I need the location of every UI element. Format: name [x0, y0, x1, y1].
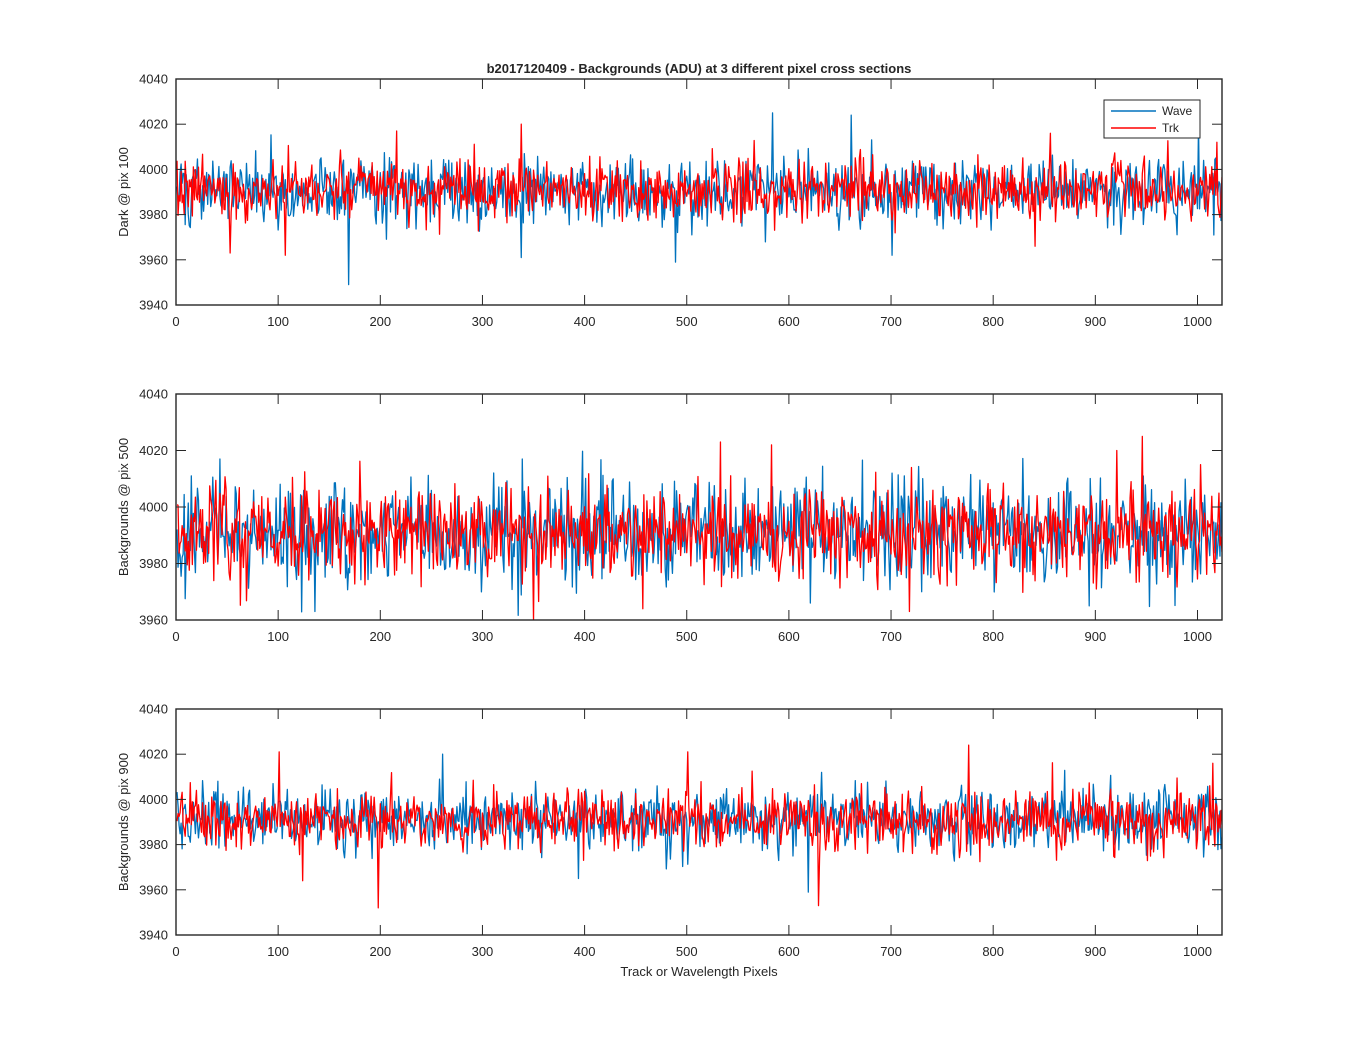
- x-tick-label: 100: [267, 944, 289, 959]
- y-tick-label: 4040: [139, 72, 168, 87]
- subplot-3-plot-area: 0 100 200 300 400 500 600 700 800 900 1000 3940 3960…: [139, 702, 1223, 959]
- x-tick-label: 900: [1084, 944, 1106, 959]
- x-tick-label: 500: [676, 314, 698, 329]
- x-tick-label: 1000: [1183, 944, 1212, 959]
- y-tick-label: 3960: [139, 613, 168, 628]
- y-tick-label: 4000: [139, 162, 168, 177]
- x-tick-label: 300: [472, 944, 494, 959]
- y-tick-label: 3980: [139, 556, 168, 571]
- x-tick-label: 200: [369, 314, 391, 329]
- legend-box: [1103, 99, 1201, 139]
- subplot-1-ylabel: Dark @ pix 100: [116, 147, 131, 237]
- x-tick-label: 0: [172, 629, 179, 644]
- axes-box-1: [175, 78, 1223, 306]
- y-tick-label: 4040: [139, 387, 168, 402]
- x-tick-label: 400: [574, 314, 596, 329]
- y-tick-label: 4040: [139, 702, 168, 717]
- x-tick-label: 700: [880, 944, 902, 959]
- x-tick-label: 600: [778, 629, 800, 644]
- x-tick-label: 300: [472, 314, 494, 329]
- subplot-3-xlabel: Track or Wavelength Pixels: [620, 964, 778, 979]
- x-tick-label: 500: [676, 944, 698, 959]
- y-tick-label: 4020: [139, 117, 168, 132]
- x-tick-label: 800: [982, 944, 1004, 959]
- subplot-3-ylabel: Backgrounds @ pix 900: [116, 753, 131, 891]
- legend-trk-label: Trk: [1162, 121, 1180, 135]
- y-tick-label: 3940: [139, 928, 168, 943]
- x-tick-label: 100: [267, 629, 289, 644]
- x-tick-label: 200: [369, 944, 391, 959]
- x-tick-label: 1000: [1183, 629, 1212, 644]
- subplot-3: Backgrounds @ pix 900 0 100 200 300 400 500 60…: [116, 702, 1223, 979]
- x-tick-label: 200: [369, 629, 391, 644]
- x-tick-label: 700: [880, 314, 902, 329]
- y-tick-label: 4020: [139, 747, 168, 762]
- x-tick-label: 900: [1084, 314, 1106, 329]
- x-tick-label: 800: [982, 314, 1004, 329]
- x-tick-label: 900: [1084, 629, 1106, 644]
- series-line-wave-1: [176, 112, 1222, 286]
- legend-wave-label: Wave: [1162, 104, 1193, 118]
- subplot-2-ylabel: Backgrounds @ pix 500: [116, 438, 131, 576]
- y-tick-label: 4020: [139, 443, 168, 458]
- x-tick-label: 1000: [1183, 314, 1212, 329]
- x-tick-label: 800: [982, 629, 1004, 644]
- subplot-1: Dark @ pix 100 0 100 200 300 400 500 600 700 800…: [116, 72, 1223, 329]
- series-line-trk-2: [176, 435, 1222, 620]
- x-tick-label: 300: [472, 629, 494, 644]
- subplot-2-plot-area: 0 100 200 300 400 500 600 700 800 900 1000 3960 3980…: [139, 387, 1223, 644]
- y-tick-label: 3940: [139, 298, 168, 313]
- x-tick-label: 400: [574, 629, 596, 644]
- subplot-1-plot-area: 0 100 200 300 400 500 600 700 800 900 1000 3940 3960…: [139, 72, 1223, 329]
- x-tick-label: 400: [574, 944, 596, 959]
- y-tick-label: 4000: [139, 792, 168, 807]
- x-tick-label: 500: [676, 629, 698, 644]
- y-tick-label: 4000: [139, 500, 168, 515]
- x-tick-label: 0: [172, 944, 179, 959]
- axes-box-3: [175, 708, 1223, 936]
- x-tick-label: 100: [267, 314, 289, 329]
- figure-title: b2017120409 - Backgrounds (ADU) at 3 dif…: [487, 61, 912, 76]
- y-tick-label: 3960: [139, 252, 168, 267]
- x-tick-label: 700: [880, 629, 902, 644]
- series-line-trk-1: [176, 123, 1222, 256]
- y-tick-label: 3980: [139, 837, 168, 852]
- subplot-2: Backgrounds @ pix 500 0 100 200 300 400 500 60…: [116, 387, 1223, 644]
- series-line-trk-3: [176, 744, 1222, 909]
- y-tick-label: 3980: [139, 207, 168, 222]
- x-tick-label: 600: [778, 314, 800, 329]
- x-tick-label: 0: [172, 314, 179, 329]
- y-tick-label: 3960: [139, 882, 168, 897]
- legend: Wave Trk: [1103, 99, 1201, 139]
- x-tick-label: 600: [778, 944, 800, 959]
